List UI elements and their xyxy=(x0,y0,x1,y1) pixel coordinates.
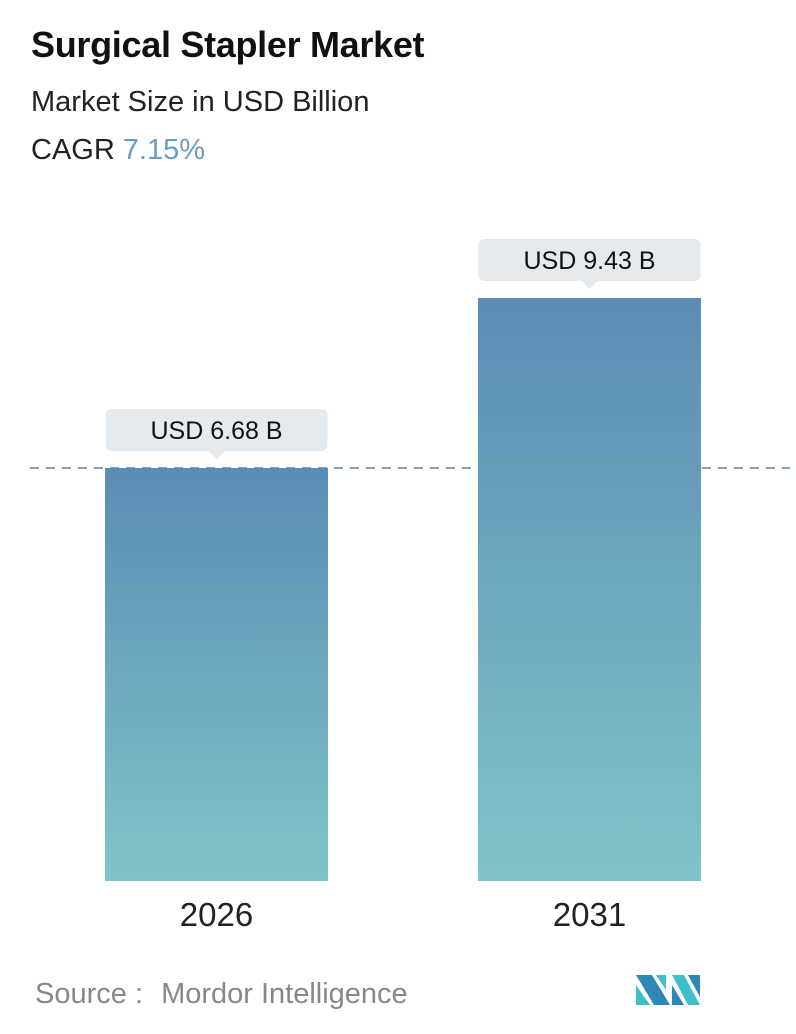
bar-2026 xyxy=(105,468,328,881)
data-label-pointer xyxy=(208,451,225,460)
source: Source : Mordor Intelligence xyxy=(35,978,408,1011)
cagr-value: 7.15% xyxy=(122,134,206,166)
x-tick-label: 2026 xyxy=(180,896,253,933)
data-label-bubble xyxy=(478,239,701,281)
data-label-pointer xyxy=(581,281,598,289)
bar-2031 xyxy=(478,298,701,881)
cagr-label: CAGR xyxy=(31,134,115,166)
data-label: USD 9.43 B xyxy=(523,247,655,275)
source-label: Source : xyxy=(35,978,143,1010)
source-name: Mordor Intelligence xyxy=(161,978,408,1010)
data-label-bubble xyxy=(105,409,328,452)
data-label: USD 6.68 B xyxy=(150,417,282,445)
chart-title: Surgical Stapler Market xyxy=(31,24,425,65)
x-tick-label: 2031 xyxy=(553,896,626,933)
chart-subtitle: Market Size in USD Billion xyxy=(31,86,370,118)
cagr: CAGR 7.15% xyxy=(31,134,205,167)
